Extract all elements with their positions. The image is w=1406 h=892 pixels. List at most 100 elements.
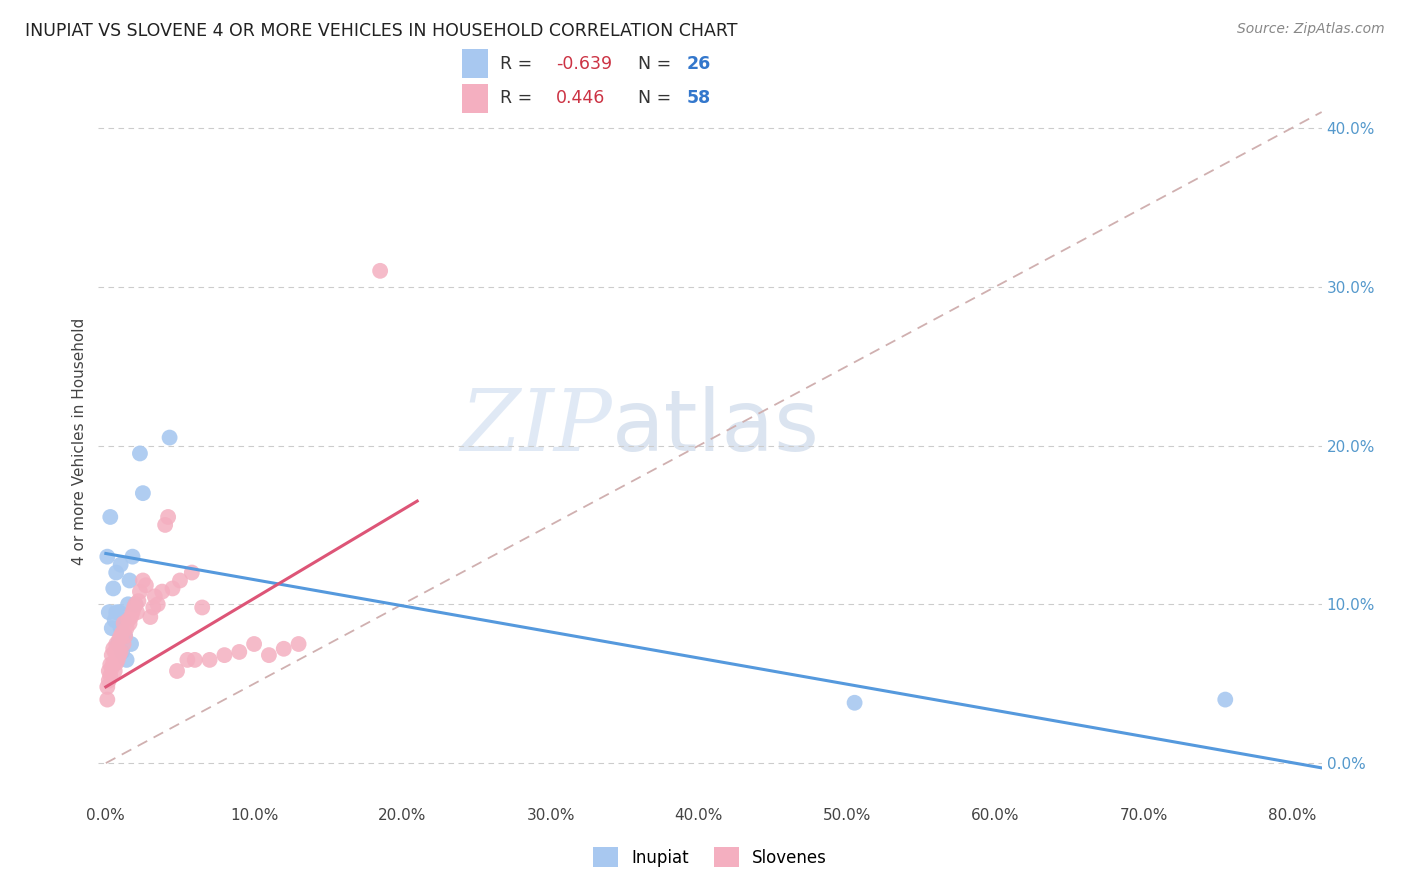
Text: R =: R =	[501, 89, 543, 107]
Point	[107, 637, 129, 651]
Point	[96, 692, 118, 706]
Point	[132, 486, 155, 500]
Point	[97, 605, 120, 619]
Point	[105, 605, 128, 619]
Y-axis label: 4 or more Vehicles in Household: 4 or more Vehicles in Household	[72, 318, 87, 566]
Point	[124, 597, 146, 611]
Point	[107, 653, 129, 667]
Point	[1213, 692, 1236, 706]
Point	[146, 597, 169, 611]
Point	[139, 610, 162, 624]
Text: 0.446: 0.446	[557, 89, 606, 107]
Point	[118, 616, 141, 631]
Text: 26: 26	[686, 55, 710, 73]
Point	[98, 669, 121, 683]
Point	[96, 680, 118, 694]
Point	[142, 600, 165, 615]
Point	[100, 648, 122, 662]
Point	[98, 657, 121, 672]
Point	[184, 653, 207, 667]
Point	[114, 629, 136, 643]
Point	[100, 661, 122, 675]
Point	[103, 656, 125, 670]
Point	[120, 637, 142, 651]
Point	[97, 664, 120, 678]
Point	[122, 600, 145, 615]
Point	[115, 621, 138, 635]
Point	[243, 637, 266, 651]
Point	[844, 696, 866, 710]
Text: N =: N =	[627, 89, 676, 107]
Point	[169, 574, 191, 588]
Point	[108, 632, 131, 647]
FancyBboxPatch shape	[461, 49, 488, 78]
Point	[287, 637, 309, 651]
Text: ZIP: ZIP	[460, 385, 612, 468]
Text: 58: 58	[686, 89, 710, 107]
Point	[127, 594, 149, 608]
Text: INUPIAT VS SLOVENE 4 OR MORE VEHICLES IN HOUSEHOLD CORRELATION CHART: INUPIAT VS SLOVENE 4 OR MORE VEHICLES IN…	[25, 22, 738, 40]
Point	[159, 431, 181, 445]
Point	[135, 578, 157, 592]
Point	[125, 605, 148, 619]
Point	[103, 582, 125, 596]
Text: atlas: atlas	[612, 385, 820, 468]
Point	[132, 574, 155, 588]
Point	[96, 549, 118, 564]
Point	[117, 597, 139, 611]
Point	[112, 613, 135, 627]
Point	[157, 510, 180, 524]
Point	[110, 629, 132, 643]
Point	[105, 656, 128, 670]
Point	[120, 610, 142, 624]
Point	[98, 510, 121, 524]
Point	[368, 264, 391, 278]
Point	[104, 664, 127, 678]
Point	[273, 641, 295, 656]
Point	[115, 653, 138, 667]
Point	[198, 653, 221, 667]
Point	[143, 590, 166, 604]
Point	[129, 446, 152, 460]
Point	[105, 566, 128, 580]
Point	[104, 645, 127, 659]
Point	[111, 626, 134, 640]
Point	[176, 653, 198, 667]
Point	[121, 549, 143, 564]
FancyBboxPatch shape	[461, 84, 488, 112]
Point	[214, 648, 236, 662]
Point	[180, 566, 202, 580]
Point	[112, 616, 135, 631]
Point	[118, 574, 141, 588]
Point	[114, 629, 136, 643]
Text: R =: R =	[501, 55, 538, 73]
Point	[257, 648, 280, 662]
Point	[97, 673, 120, 688]
Point	[104, 613, 127, 627]
Legend: Inupiat, Slovenes: Inupiat, Slovenes	[586, 840, 834, 874]
Point	[117, 613, 139, 627]
Text: -0.639: -0.639	[557, 55, 613, 73]
Point	[153, 517, 176, 532]
Point	[228, 645, 250, 659]
Text: N =: N =	[627, 55, 676, 73]
Point	[105, 637, 128, 651]
Point	[108, 605, 131, 619]
Point	[110, 558, 132, 572]
Point	[111, 645, 134, 659]
Point	[103, 641, 125, 656]
Point	[107, 641, 129, 656]
Point	[129, 584, 152, 599]
Point	[100, 621, 122, 635]
Point	[166, 664, 188, 678]
Point	[162, 582, 184, 596]
Point	[110, 645, 132, 659]
Point	[191, 600, 214, 615]
Point	[110, 621, 132, 635]
Point	[121, 605, 143, 619]
Text: Source: ZipAtlas.com: Source: ZipAtlas.com	[1237, 22, 1385, 37]
Point	[150, 584, 173, 599]
Point	[124, 597, 146, 611]
Point	[112, 637, 135, 651]
Point	[108, 648, 131, 662]
